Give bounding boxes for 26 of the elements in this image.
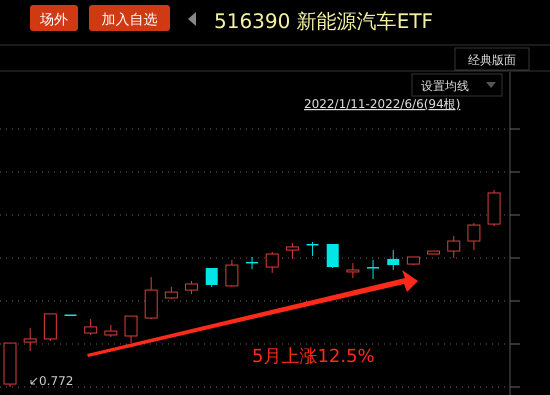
candlestick xyxy=(346,262,360,279)
candlestick xyxy=(206,268,218,288)
candlestick xyxy=(447,236,460,258)
candlestick xyxy=(24,328,37,352)
text: 2022/1/11-2022/6/6(94根) xyxy=(304,97,460,111)
annotation: 0.772 xyxy=(39,374,74,388)
candlestick xyxy=(185,280,198,295)
annotation: 5月上涨12.5% xyxy=(252,346,375,367)
candlestick xyxy=(387,250,400,270)
candlestick xyxy=(266,252,279,274)
candlestick xyxy=(306,242,319,256)
candlestick xyxy=(164,286,178,300)
text: 经典版面 xyxy=(468,53,516,67)
text: 设置均线 xyxy=(421,79,469,93)
candlestick xyxy=(124,316,138,344)
text: 加入自选 xyxy=(102,12,158,28)
chart-title: 516390 新能源汽车ETF xyxy=(214,9,434,33)
candlestick xyxy=(104,324,118,338)
candlestick xyxy=(246,256,258,270)
candlestick xyxy=(326,243,339,269)
candlestick xyxy=(467,222,480,251)
candlestick xyxy=(84,318,98,336)
candlestick xyxy=(225,259,238,288)
text: 场外 xyxy=(39,12,68,28)
candlestick xyxy=(367,259,380,280)
candlestick xyxy=(286,242,299,260)
